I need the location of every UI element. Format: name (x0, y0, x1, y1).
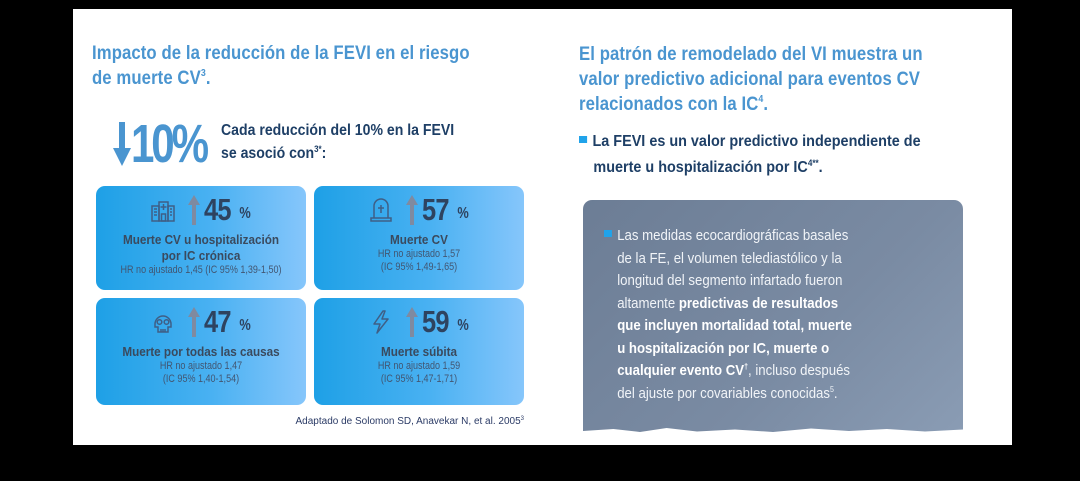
lightning-icon (373, 310, 389, 334)
tombstone-icon (370, 198, 392, 222)
box-text-line: longitud del segmento infartado fueron (617, 272, 843, 289)
stat-card-sudden-death: 59% Muerte súbita HR no ajustado 1,59 (I… (314, 298, 524, 405)
bullet-text-line2: muerte u hospitalización por IC (593, 159, 808, 176)
stat-label-line1: Muerte CV u hospitalización (122, 232, 280, 247)
left-title-line2-text: de muerte CV (92, 68, 201, 89)
hospital-icon (151, 201, 175, 222)
stat-unit: % (457, 205, 469, 222)
box-text-bold: cualquier evento CV (617, 362, 745, 379)
right-title-line2: valor predictivo adicional para eventos … (579, 69, 920, 90)
skull-icon (154, 315, 172, 333)
stat-value: 47 (203, 304, 231, 339)
box-text-line: de la FE, el volumen telediastólico y la (617, 249, 842, 267)
arrow-down-icon (113, 122, 131, 166)
headline-value: 10% (131, 114, 209, 174)
reference-superscript: 4 (758, 94, 764, 105)
hazard-ratio: HR no ajustado 1,47 (159, 360, 243, 372)
left-title-line2: de muerte CV3. (92, 66, 506, 91)
arrow-up-icon (187, 195, 200, 225)
right-section-title: El patrón de remodelado del VI muestra u… (579, 42, 966, 117)
right-title-line3-text: relacionados con la IC (579, 94, 759, 115)
bullet-square-icon (604, 230, 612, 237)
citation: Adaptado de Solomon SD, Anavekar N, et a… (273, 416, 525, 427)
citation-text: Adaptado de Solomon SD, Anavekar N, et a… (295, 416, 521, 427)
stat-value: 59 (421, 304, 449, 339)
confidence-interval: (IC 95% 1,47-1,71) (380, 373, 458, 385)
reference-superscript: 3 (520, 416, 524, 422)
left-section-title: Impacto de la reducción de la FEVI en el… (92, 41, 506, 91)
bullet-square-icon (579, 136, 588, 143)
stat-label: Muerte por todas las causas (122, 344, 280, 359)
dagger-superscript: † (744, 362, 749, 371)
arrow-up-icon (405, 307, 418, 337)
stat-card-hospitalization: 45% Muerte CV u hospitalización por IC cr… (96, 186, 306, 290)
slide-page: Impacto de la reducción de la FEVI en el… (73, 9, 1012, 445)
box-text-line: Las medidas ecocardiográficas basales (617, 227, 849, 244)
hazard-ratio: HR no ajustado 1,59 (377, 360, 461, 372)
stat-value: 57 (421, 192, 449, 227)
reference-superscript: 3* (314, 144, 322, 154)
punctuation: . (818, 159, 823, 176)
reference-superscript: 4** (807, 158, 819, 168)
punctuation: . (763, 94, 769, 115)
arrow-up-icon (187, 307, 200, 337)
headline-reduction: 10% (113, 114, 227, 174)
box-text-normal: , incluso después (748, 362, 851, 379)
torn-edge-decoration (583, 428, 963, 435)
stat-card-cv-death: 57% Muerte CV HR no ajustado 1,57 (IC 95… (314, 186, 524, 290)
headline-text-line1: Cada reducción del 10% en la FEVI (221, 122, 455, 139)
hazard-ratio: HR no ajustado 1,57 (377, 248, 461, 260)
right-title-line3: relacionados con la IC4. (579, 92, 966, 117)
stat-card-all-cause-death: 47% Muerte por todas las causas HR no aj… (96, 298, 306, 405)
stat-unit: % (239, 205, 251, 222)
stat-label: Muerte CV (390, 232, 448, 247)
hazard-ratio: HR no ajustado 1,45 (IC 95% 1,39-1,50) (120, 264, 282, 276)
stat-unit: % (239, 317, 251, 334)
stat-label: Muerte súbita (380, 344, 458, 359)
headline-description: Cada reducción del 10% en la FEVI se aso… (221, 119, 485, 165)
stat-value: 45 (203, 192, 231, 227)
headline-text-line2-text: se asoció con (221, 145, 315, 162)
reference-superscript: 3 (200, 68, 206, 79)
headline-text-line2: se asoció con3*: (221, 142, 485, 165)
confidence-interval: (IC 95% 1,49-1,65) (380, 261, 458, 273)
bullet-text-line1: La FEVI es un valor predictivo independi… (592, 133, 921, 150)
punctuation: . (205, 68, 211, 89)
echo-findings-box: Las medidas ecocardiográficas basales de… (583, 200, 963, 435)
stat-label-line2: por IC crónica (161, 248, 241, 263)
box-text-bold: u hospitalización por IC, muerte o (617, 339, 830, 357)
box-text-normal: del ajuste por covariables conocidas (617, 384, 830, 402)
confidence-interval: (IC 95% 1,40-1,54) (162, 373, 240, 385)
punctuation: . (833, 384, 838, 402)
left-title-line1: Impacto de la reducción de la FEVI en el… (92, 43, 470, 64)
right-title-line1: El patrón de remodelado del VI muestra u… (579, 44, 923, 65)
bullet-fevi-predictive: La FEVI es un valor predictivo independi… (579, 129, 957, 181)
box-text-bold: que incluyen mortalidad total, muerte (617, 317, 852, 334)
box-text-bold: predictivas de resultados (678, 294, 839, 312)
punctuation: : (321, 145, 327, 162)
stat-label: Muerte CV u hospitalización por IC crónic… (107, 232, 296, 264)
reference-superscript: 5 (829, 384, 834, 394)
stat-unit: % (457, 317, 469, 334)
box-text-normal: altamente (617, 294, 679, 312)
arrow-up-icon (405, 195, 418, 225)
